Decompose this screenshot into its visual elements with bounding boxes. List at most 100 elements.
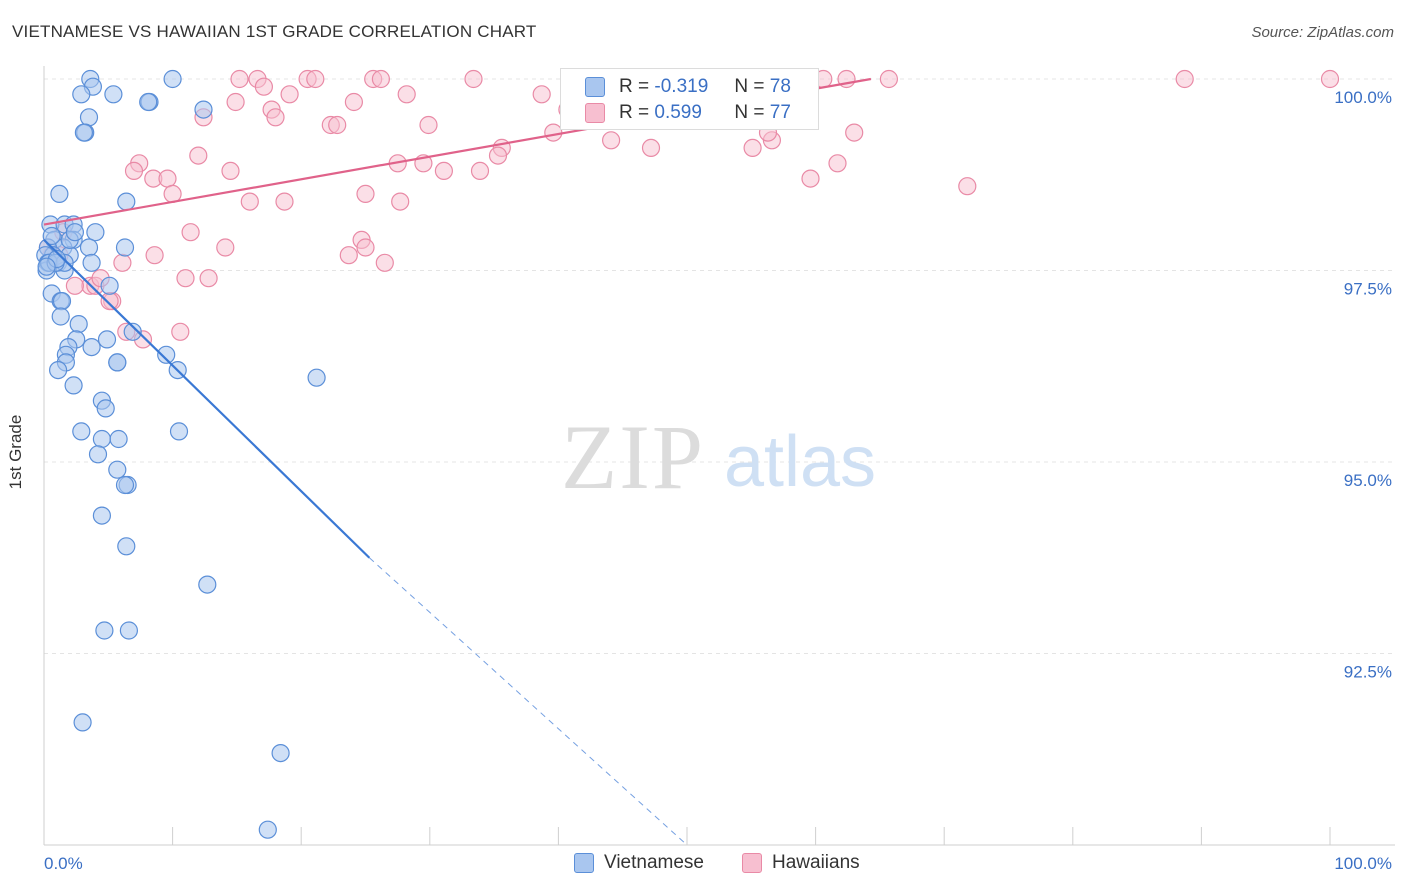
data-point [391,192,410,211]
data-point [470,161,490,180]
legend-swatch-hawaiians [585,103,605,123]
data-point [356,184,375,203]
data-point [958,177,977,196]
series-hawaiians [38,69,1340,349]
data-point [113,253,132,272]
bottom-legend-swatch-vietnamese [574,853,594,873]
data-point [434,161,453,180]
legend-n-value: 78 [769,76,791,97]
data-point [109,429,128,449]
source-label: Source: ZipAtlas.com [1251,24,1394,41]
data-point [226,92,245,112]
data-point [65,276,85,295]
data-point [72,85,91,104]
data-point [145,246,164,265]
data-point [82,338,101,357]
chart-title: VIETNAMESE VS HAWAIIAN 1ST GRADE CORRELA… [12,22,537,41]
data-point [181,223,200,242]
trend-line-vietnamese-extension [369,557,688,846]
data-point [275,192,294,211]
data-point [198,575,217,594]
data-point [280,85,299,104]
data-point [1320,69,1340,89]
bottom-legend-hawaiians: Hawaiians [742,852,860,874]
data-point [100,276,119,295]
data-point [163,69,182,89]
x-tick-label-0: 0.0% [44,854,83,873]
data-point [108,460,127,479]
data-point [104,85,123,104]
data-point [221,161,240,180]
data-point [356,238,375,257]
legend-row-hawaiians: R = 0.599 N = 77 [585,100,791,126]
data-point [488,146,508,165]
data-point [115,475,135,495]
data-point [266,108,285,127]
data-point [194,100,213,119]
data-point [371,69,390,89]
data-point [199,269,218,288]
data-point [72,422,91,441]
data-point [48,361,68,380]
data-point [92,506,112,525]
y-tick-label-0: 92.5% [1344,663,1392,682]
data-point [641,138,661,157]
legend-row-vietnamese: R = -0.319 N = 78 [585,74,791,100]
data-point [240,192,259,211]
data-point [92,429,112,449]
legend-r-label: R = [619,76,650,97]
trend-line-vietnamese [43,239,371,559]
data-point [254,77,273,96]
legend-n-value: 77 [769,102,791,123]
data-point [79,108,99,127]
data-point [397,85,416,104]
tick-labels: 92.5% 95.0% 97.5% 100.0% 0.0% 100.0% [44,88,1392,873]
x-tick-label-1: 100.0% [1334,854,1392,873]
data-point [117,537,136,556]
data-point [115,238,135,257]
data-point [828,154,847,173]
data-point [532,85,551,104]
bottom-legend: Vietnamese Hawaiians [0,852,1406,878]
axes [43,66,1395,846]
legend-n-label: N = [734,102,765,123]
data-point [344,92,363,112]
data-point [271,743,290,763]
watermark: ZIP atlas [561,406,876,508]
y-tick-label-3: 100.0% [1334,88,1392,107]
data-point [306,69,325,89]
data-point [64,376,83,395]
data-point [82,253,101,272]
data-point [339,246,358,265]
data-point [743,138,762,157]
data-point [42,226,61,246]
data-point [328,115,347,135]
data-point [258,820,277,839]
data-point [51,307,70,326]
data-point [79,238,99,257]
watermark-zip: ZIP [561,406,705,508]
data-point [216,238,235,257]
data-point [419,115,438,135]
data-point [88,445,108,464]
data-point [801,169,820,188]
legend-n-label: N = [734,76,765,97]
data-point [189,146,208,165]
data-point [52,292,72,311]
data-point [119,621,138,640]
data-point [95,621,114,640]
data-point [1175,69,1194,89]
data-point [123,322,142,341]
data-point [157,345,176,364]
data-point [230,69,249,89]
bottom-legend-label-hawaiians: Hawaiians [772,852,860,873]
data-point [65,223,85,242]
bottom-legend-vietnamese: Vietnamese [574,852,704,874]
data-point [96,399,115,418]
legend-r-label: R = [619,102,650,123]
data-point [158,169,177,188]
series-vietnamese [36,69,326,839]
data-point [69,315,88,334]
data-point [86,223,105,242]
data-point [464,69,483,89]
